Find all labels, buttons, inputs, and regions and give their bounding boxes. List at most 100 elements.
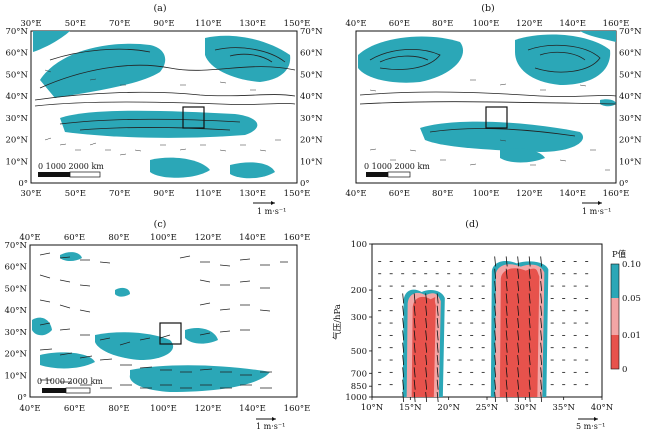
x-tick-label: 25°N	[476, 403, 499, 413]
wind-vector	[528, 293, 531, 304]
lon-tick-label: 80°E	[108, 233, 129, 243]
panel-c-ref-label: 1 m·s⁻¹	[256, 422, 285, 431]
wind-vector	[517, 293, 520, 304]
wind-vector	[517, 256, 520, 267]
wind-vector	[436, 293, 439, 304]
lon-tick-label: 100°E	[150, 233, 177, 243]
wind-vector	[517, 391, 520, 403]
wind-vector	[528, 330, 531, 341]
panel-c-scalebar: 0 1000 2000 km	[37, 377, 103, 394]
wind-vector	[517, 268, 520, 279]
wind-vector	[494, 256, 497, 267]
wind-vector	[436, 391, 439, 403]
panel-d-ref-vector: 5 m·s⁻¹	[576, 417, 605, 431]
panel-b: (b) 0 1000 2000 km	[345, 3, 642, 216]
panel-b-lat-ticks-right: 70°N 60°N 50°N 40°N 30°N 20°N 10°N 0°	[619, 27, 642, 189]
wind-vector	[540, 281, 543, 292]
panel-c-lon-ticks-top: 40°E 60°E 80°E 100°E 120°E 140°E 160°E	[19, 233, 310, 243]
lat-tick-label: 30°N	[5, 114, 28, 124]
wind-vector	[540, 256, 543, 267]
lon-tick-label: 80°E	[108, 404, 129, 414]
lon-tick-label: 100°E	[473, 19, 500, 29]
lon-tick-label: 140°E	[559, 189, 586, 199]
lon-tick-label: 60°E	[64, 404, 85, 414]
lon-tick-label: 160°E	[284, 404, 311, 414]
lon-tick-label: 100°E	[150, 404, 177, 414]
wind-vector	[425, 391, 428, 403]
y-tick-label: 500	[351, 347, 367, 357]
wind-vector	[402, 305, 405, 316]
wind-vector	[402, 379, 405, 390]
wind-vector	[494, 305, 497, 316]
panel-c-shading	[32, 252, 270, 392]
wind-vector	[505, 281, 508, 292]
lat-tick-label: 60°N	[619, 49, 642, 59]
wind-vector	[528, 256, 531, 267]
wind-vector	[505, 354, 508, 366]
wind-vector	[413, 367, 416, 378]
panel-b-contours	[359, 45, 617, 137]
colorbar-ticks: 0.10 0.05 0.01 0	[622, 260, 641, 375]
lon-tick-label: 160°E	[284, 233, 311, 243]
wind-vector	[425, 367, 428, 378]
panel-c-lon-ticks-bottom: 40°E 60°E 80°E 100°E 120°E 140°E 160°E	[19, 404, 310, 414]
wind-vector	[436, 342, 439, 353]
panel-b-ref-label: 1 m·s⁻¹	[582, 207, 611, 216]
lon-tick-label: 110°E	[195, 19, 222, 29]
panel-c-label: (c)	[154, 219, 167, 230]
lon-tick-label: 30°E	[20, 189, 41, 199]
wind-vector	[505, 342, 508, 353]
lat-tick-label: 50°N	[5, 70, 28, 80]
wind-vector	[413, 342, 416, 353]
wind-vector	[425, 318, 428, 329]
lon-tick-label: 140°E	[239, 233, 266, 243]
wind-vector	[517, 318, 520, 329]
panel-d-ref-label: 5 m·s⁻¹	[576, 422, 605, 431]
lat-tick-label: 50°N	[4, 284, 27, 294]
wind-vector	[528, 281, 531, 292]
panel-a: (a) 0 1000 2000 km	[5, 3, 323, 216]
wind-vector	[494, 342, 497, 353]
wind-vector	[413, 293, 416, 304]
wind-vector	[540, 379, 543, 390]
panel-d-ylabel: 气压/hPa	[332, 304, 343, 340]
lat-tick-label: 0°	[17, 393, 27, 403]
wind-vector	[505, 391, 508, 403]
lon-tick-label: 60°E	[389, 19, 410, 29]
x-tick-label: 40°N	[591, 403, 614, 413]
panel-c-scale-text: 0 1000 2000 km	[37, 377, 103, 386]
panel-b-scale-text: 0 1000 2000 km	[364, 162, 430, 171]
wind-vector	[413, 330, 416, 341]
colorbar-swatch-teal	[611, 264, 619, 298]
wind-vector	[436, 367, 439, 378]
panel-a-lat-ticks-left: 70°N 60°N 50°N 40°N 30°N 20°N 10°N 0°	[5, 27, 28, 189]
lat-tick-label: 20°N	[300, 136, 323, 146]
wind-vector	[494, 281, 497, 292]
lon-tick-label: 40°E	[19, 233, 40, 243]
wind-vector	[413, 354, 416, 366]
lon-tick-label: 140°E	[559, 19, 586, 29]
wind-vector	[494, 379, 497, 390]
panel-a-lon-ticks-bottom: 30°E 50°E 70°E 90°E 110°E 130°E 150°E	[20, 189, 310, 199]
wind-vector	[402, 354, 405, 366]
wind-vector	[494, 391, 497, 403]
wind-vector	[402, 342, 405, 353]
lat-tick-label: 60°N	[5, 49, 28, 59]
lat-tick-label: 20°N	[5, 136, 28, 146]
wind-vector	[540, 293, 543, 304]
lat-tick-label: 60°N	[300, 49, 323, 59]
colorbar-tick-label: 0.05	[622, 294, 641, 304]
wind-vector	[436, 305, 439, 316]
x-tick-label: 35°N	[552, 403, 575, 413]
wind-vector	[528, 354, 531, 366]
wind-vector	[505, 268, 508, 279]
wind-vector	[425, 342, 428, 353]
wind-vector	[517, 367, 520, 378]
wind-vector	[425, 379, 428, 390]
lon-tick-label: 120°E	[516, 189, 543, 199]
lon-tick-label: 40°E	[345, 19, 366, 29]
lat-tick-label: 30°N	[4, 328, 27, 338]
wind-vector	[505, 256, 508, 267]
panel-c-study-box	[159, 322, 182, 345]
